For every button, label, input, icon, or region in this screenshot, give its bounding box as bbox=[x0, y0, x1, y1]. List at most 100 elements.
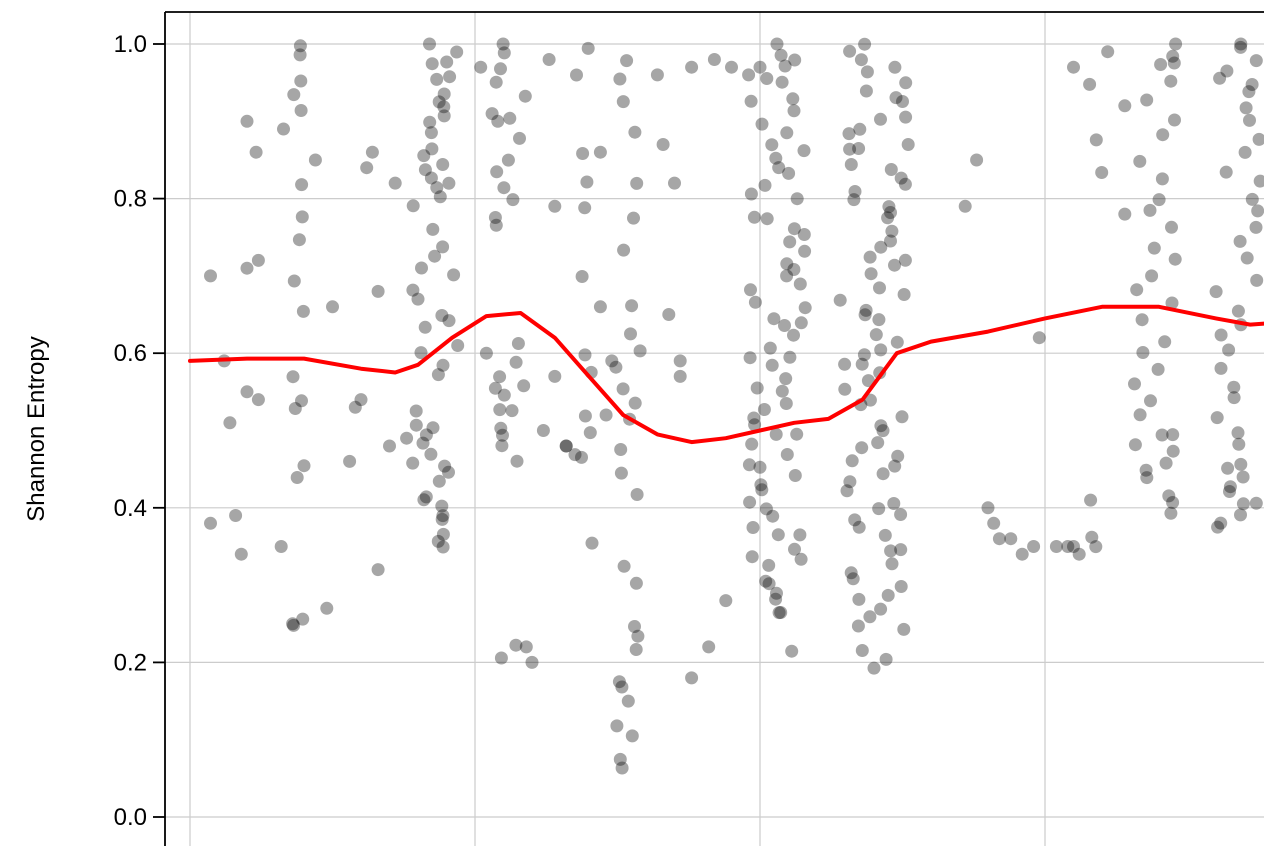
data-point bbox=[494, 421, 508, 435]
data-point bbox=[854, 53, 868, 67]
data-point bbox=[890, 335, 904, 349]
data-point bbox=[433, 190, 447, 204]
data-point bbox=[860, 65, 874, 79]
data-point bbox=[559, 439, 573, 453]
data-point bbox=[863, 250, 877, 264]
data-point bbox=[897, 288, 911, 301]
data-point bbox=[798, 244, 812, 258]
data-point bbox=[437, 87, 451, 101]
data-point bbox=[1221, 461, 1235, 475]
data-point bbox=[650, 68, 664, 82]
data-point bbox=[1211, 520, 1225, 534]
data-point bbox=[888, 459, 902, 473]
data-point bbox=[884, 163, 898, 176]
data-point bbox=[779, 372, 793, 386]
data-point bbox=[794, 316, 808, 330]
data-point bbox=[435, 309, 449, 322]
data-point bbox=[1085, 530, 1099, 544]
data-point bbox=[491, 114, 505, 128]
data-point bbox=[1083, 77, 1097, 91]
data-point bbox=[869, 328, 883, 342]
data-point bbox=[872, 502, 886, 516]
data-point bbox=[846, 572, 860, 586]
data-point bbox=[762, 577, 776, 591]
data-point bbox=[423, 37, 436, 51]
data-point bbox=[1166, 444, 1180, 458]
data-point bbox=[612, 675, 626, 689]
data-point bbox=[409, 404, 423, 418]
data-point bbox=[844, 158, 858, 171]
data-point bbox=[406, 456, 420, 470]
data-point bbox=[442, 176, 456, 190]
data-point bbox=[745, 550, 759, 564]
data-point bbox=[1072, 547, 1086, 561]
data-point bbox=[436, 240, 450, 254]
data-point bbox=[583, 426, 597, 440]
data-point bbox=[1232, 437, 1246, 451]
data-point bbox=[787, 222, 801, 236]
data-point bbox=[435, 499, 449, 513]
data-point bbox=[758, 178, 772, 192]
data-point bbox=[874, 419, 888, 433]
data-point bbox=[614, 466, 628, 480]
data-point bbox=[755, 483, 769, 497]
data-point bbox=[581, 41, 595, 55]
data-point bbox=[440, 55, 454, 69]
data-point bbox=[1253, 174, 1264, 188]
data-point bbox=[274, 540, 288, 553]
data-point bbox=[493, 370, 507, 384]
data-point bbox=[848, 185, 862, 198]
data-point bbox=[525, 655, 539, 669]
data-point bbox=[510, 454, 524, 468]
data-point bbox=[1067, 540, 1080, 553]
data-point bbox=[343, 454, 357, 468]
data-point bbox=[488, 211, 502, 224]
data-point bbox=[426, 222, 440, 236]
data-point bbox=[1140, 93, 1154, 107]
data-point bbox=[970, 153, 984, 167]
data-point bbox=[769, 427, 783, 441]
y-tick-label: 0.8 bbox=[114, 186, 147, 213]
data-point bbox=[628, 620, 641, 633]
data-point bbox=[857, 348, 871, 362]
data-point bbox=[1061, 540, 1075, 553]
y-tick-label: 0.2 bbox=[114, 649, 147, 676]
data-point bbox=[536, 424, 550, 437]
data-point bbox=[443, 70, 457, 84]
data-point bbox=[755, 117, 769, 131]
data-point bbox=[798, 301, 812, 315]
data-point bbox=[779, 397, 793, 410]
data-point bbox=[1227, 380, 1241, 394]
data-point bbox=[424, 126, 438, 140]
data-point bbox=[519, 640, 533, 654]
data-point bbox=[867, 661, 881, 675]
data-point bbox=[843, 44, 857, 58]
data-point bbox=[1236, 497, 1250, 511]
data-point bbox=[295, 178, 309, 192]
data-point bbox=[451, 339, 465, 352]
data-point bbox=[437, 100, 451, 114]
data-point bbox=[1139, 463, 1153, 477]
y-axis-title: Shannon Entropy bbox=[23, 336, 50, 521]
data-point bbox=[757, 403, 771, 416]
data-point bbox=[1118, 207, 1132, 221]
data-point bbox=[885, 557, 899, 571]
data-point bbox=[873, 281, 886, 295]
data-point bbox=[1250, 273, 1264, 287]
data-point bbox=[844, 566, 858, 580]
data-point bbox=[630, 176, 644, 190]
data-point bbox=[1214, 328, 1228, 342]
data-point bbox=[1144, 394, 1157, 408]
data-point bbox=[621, 694, 635, 708]
data-point bbox=[1219, 165, 1233, 179]
data-point bbox=[548, 199, 562, 213]
data-point bbox=[1166, 428, 1180, 442]
data-point bbox=[294, 104, 308, 117]
y-axis: 0.0 0.2 0.4 0.6 0.8 1.0 bbox=[114, 11, 1264, 846]
data-point bbox=[290, 471, 304, 484]
data-point bbox=[845, 454, 859, 468]
data-point bbox=[881, 211, 895, 225]
data-point bbox=[431, 368, 445, 382]
data-point bbox=[518, 89, 532, 103]
